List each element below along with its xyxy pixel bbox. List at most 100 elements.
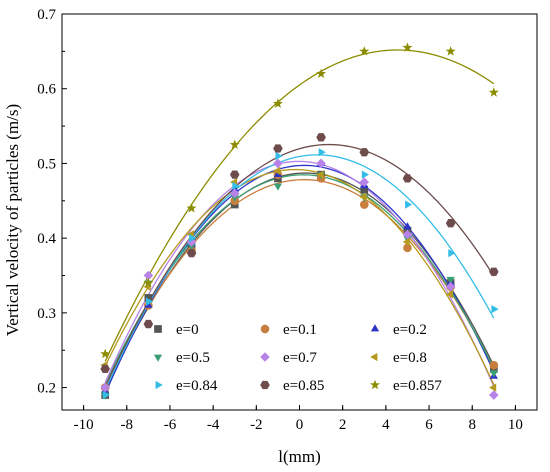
data-point xyxy=(229,188,240,199)
data-point xyxy=(402,237,410,247)
legend-label: e=0.85 xyxy=(283,378,324,394)
legend-label: e=0.5 xyxy=(176,350,210,366)
data-point xyxy=(402,174,413,183)
data-point xyxy=(489,390,499,400)
data-point xyxy=(145,297,154,306)
x-tick-label: -8 xyxy=(121,417,134,433)
data-point xyxy=(359,177,370,187)
data-point xyxy=(316,170,324,179)
plot-area xyxy=(61,13,538,411)
data-point xyxy=(186,248,197,258)
data-point xyxy=(359,192,367,202)
fit-curves xyxy=(104,49,495,395)
data-point xyxy=(318,148,326,157)
data-point xyxy=(402,229,413,240)
y-tick-label: 0.4 xyxy=(37,231,56,247)
data-point xyxy=(489,383,497,392)
legend-label: e=0 xyxy=(176,322,199,338)
legend-label: e=0.2 xyxy=(393,322,427,338)
data-point xyxy=(273,158,283,169)
data-point xyxy=(102,390,110,400)
legend-marker xyxy=(260,324,270,334)
data-point xyxy=(359,148,370,157)
data-point xyxy=(316,68,327,79)
x-axis-title: l(mm) xyxy=(278,447,321,466)
data-point xyxy=(229,170,240,179)
fit-curve-8 xyxy=(104,49,495,362)
x-tick-label: 2 xyxy=(339,417,347,433)
x-tick-label: 6 xyxy=(425,417,433,433)
data-point xyxy=(275,151,283,161)
data-point xyxy=(229,139,240,150)
data-point xyxy=(272,98,283,108)
x-tick-label: 4 xyxy=(382,417,390,433)
data-point xyxy=(489,370,498,378)
data-point xyxy=(403,222,412,230)
data-point xyxy=(100,364,110,374)
data-point xyxy=(445,46,456,56)
data-point xyxy=(273,166,281,176)
data-point xyxy=(402,42,413,52)
data-point xyxy=(186,202,197,213)
data-point xyxy=(230,194,239,202)
data-point xyxy=(448,248,456,258)
data-point xyxy=(403,243,412,253)
data-point xyxy=(491,304,499,314)
data-point xyxy=(361,170,370,179)
x-tick-label: -10 xyxy=(74,417,94,433)
data-point xyxy=(405,200,413,209)
data-point xyxy=(445,281,456,292)
data-point xyxy=(187,243,196,251)
y-tick-label: 0.6 xyxy=(37,82,56,98)
legend-marker xyxy=(260,352,270,362)
legend: e=0 e=0.1 e=0.2 e=0.5 e=0.7 e=0.8 e=0.84 e=0.85… xyxy=(153,322,442,394)
data-markers xyxy=(100,42,499,400)
data-point xyxy=(488,87,499,97)
data-point xyxy=(143,270,154,281)
legend-marker xyxy=(154,325,162,333)
data-point xyxy=(446,276,455,285)
legend-label: e=0.857 xyxy=(393,378,442,394)
legend-marker xyxy=(370,352,378,362)
legend-marker xyxy=(369,379,381,390)
y-tick-label: 0.5 xyxy=(37,156,56,172)
data-point xyxy=(143,319,154,329)
data-point xyxy=(489,267,499,276)
legend-label: e=0.84 xyxy=(176,378,218,394)
x-tick-label: 10 xyxy=(508,417,523,433)
x-axis: -10 -8 -6 -4 -2 0 2 4 6 8 10 xyxy=(74,405,523,433)
fit-curve-5 xyxy=(104,168,495,385)
data-point xyxy=(445,219,456,228)
y-axis-title: Vertical velocity of particles (m/s) xyxy=(3,104,22,336)
legend-marker xyxy=(155,380,163,390)
y-tick-label: 0.3 xyxy=(37,306,56,322)
data-point xyxy=(359,46,370,56)
x-tick-label: -6 xyxy=(164,417,177,433)
x-tick-label: -2 xyxy=(250,417,263,433)
legend-label: e=0.8 xyxy=(393,350,427,366)
legend-marker xyxy=(370,324,380,332)
fit-curve-4 xyxy=(104,160,495,387)
data-point xyxy=(445,290,454,299)
y-axis: 0.2 0.3 0.4 0.5 0.6 0.7 xyxy=(37,7,67,397)
data-point xyxy=(143,277,154,288)
y-tick-label: 0.2 xyxy=(37,381,56,397)
data-point xyxy=(273,144,283,153)
data-point xyxy=(189,233,197,243)
data-point xyxy=(489,360,499,370)
fit-curve-7 xyxy=(104,143,495,388)
data-point xyxy=(186,237,197,247)
data-point xyxy=(100,382,110,393)
legend-label: e=0.1 xyxy=(283,322,317,338)
data-point xyxy=(273,183,283,191)
fit-curve-6 xyxy=(104,154,495,391)
data-point xyxy=(100,348,111,359)
x-tick-label: -4 xyxy=(207,417,220,433)
legend-marker xyxy=(153,354,163,362)
legend-label: e=0.7 xyxy=(283,350,317,366)
data-point xyxy=(316,133,326,142)
legend-marker xyxy=(260,380,270,390)
data-point xyxy=(359,200,369,209)
y-tick-label: 0.7 xyxy=(37,7,56,23)
